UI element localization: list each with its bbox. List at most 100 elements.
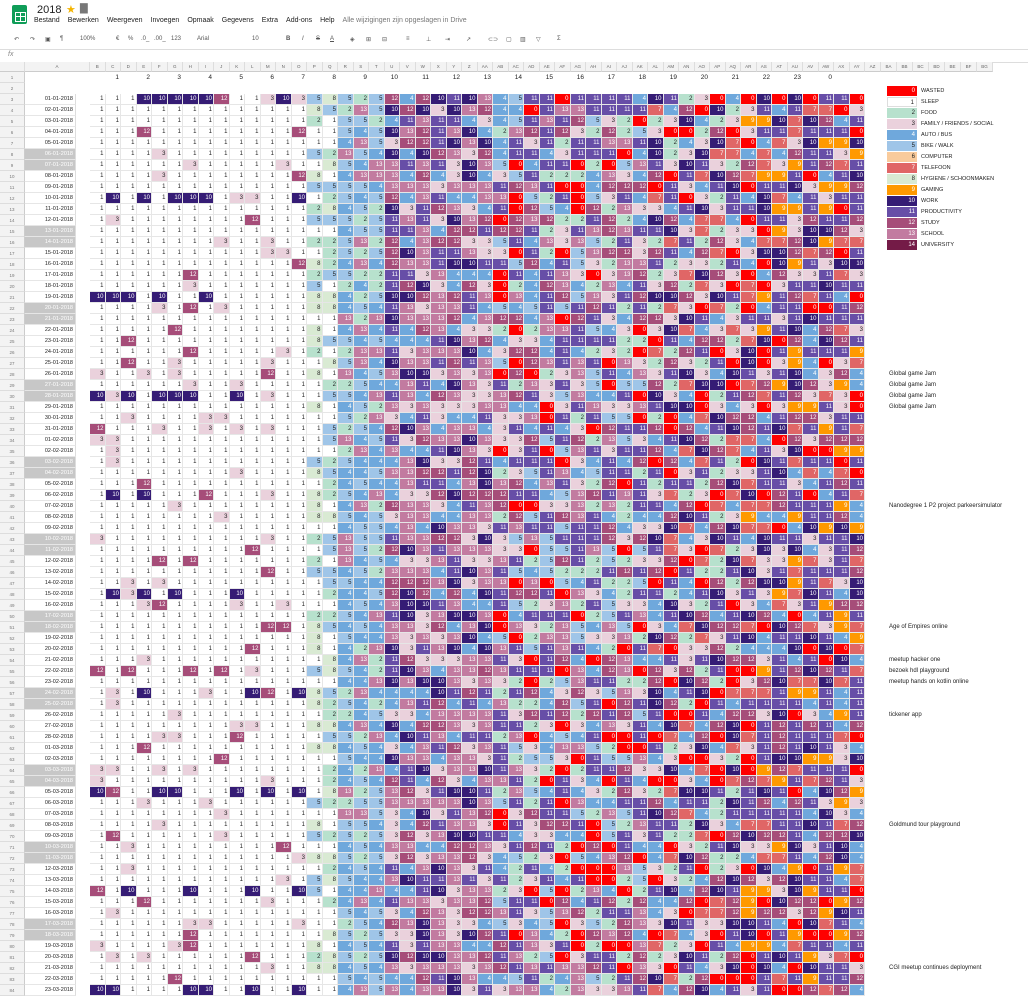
activity-cell[interactable]: 1 <box>136 908 152 919</box>
activity-cell[interactable]: 1 <box>198 105 214 116</box>
legend-label[interactable]: TELEFOON <box>921 165 951 171</box>
activity-cell[interactable]: 13 <box>400 479 416 490</box>
corner-cell[interactable] <box>0 62 25 72</box>
activity-cell[interactable]: 11 <box>787 501 803 512</box>
activity-cell[interactable]: 3 <box>384 512 400 523</box>
activity-cell[interactable]: 3 <box>462 919 478 930</box>
activity-cell[interactable]: 4 <box>369 864 385 875</box>
activity-cell[interactable]: 13 <box>477 842 493 853</box>
activity-cell[interactable]: 11 <box>508 908 524 919</box>
activity-cell[interactable]: 10 <box>183 985 199 996</box>
activity-cell[interactable]: 12 <box>663 358 679 369</box>
activity-cell[interactable]: 5 <box>555 523 571 534</box>
activity-cell[interactable]: 7 <box>741 501 757 512</box>
activity-cell[interactable]: 1 <box>214 468 230 479</box>
activity-cell[interactable]: 13 <box>617 226 633 237</box>
activity-cell[interactable]: 0 <box>508 160 524 171</box>
activity-cell[interactable]: 1 <box>276 908 292 919</box>
activity-cell[interactable]: 1 <box>90 864 106 875</box>
activity-cell[interactable]: 3 <box>136 600 152 611</box>
activity-cell[interactable]: 5 <box>539 435 555 446</box>
row-header[interactable]: 18 <box>0 259 25 270</box>
activity-cell[interactable]: 3 <box>818 369 834 380</box>
activity-cell[interactable]: 11 <box>601 369 617 380</box>
activity-cell[interactable]: 3 <box>570 424 586 435</box>
activity-cell[interactable]: 1 <box>198 347 214 358</box>
activity-cell[interactable]: 2 <box>617 116 633 127</box>
activity-cell[interactable]: 0 <box>648 875 664 886</box>
activity-cell[interactable]: 1 <box>214 127 230 138</box>
activity-cell[interactable]: 1 <box>276 567 292 578</box>
activity-cell[interactable]: 12 <box>183 270 199 281</box>
activity-cell[interactable]: 11 <box>741 787 757 798</box>
activity-cell[interactable]: 11 <box>555 116 571 127</box>
activity-cell[interactable]: 1 <box>136 545 152 556</box>
activity-cell[interactable]: 4 <box>524 314 540 325</box>
activity-cell[interactable]: 1 <box>229 567 245 578</box>
date-cell[interactable]: 27-02-2018 <box>25 721 76 732</box>
activity-cell[interactable]: 1 <box>198 952 214 963</box>
activity-cell[interactable]: 9 <box>849 787 865 798</box>
activity-cell[interactable]: 0 <box>694 391 710 402</box>
activity-cell[interactable]: 5 <box>307 831 323 842</box>
activity-cell[interactable]: 13 <box>477 677 493 688</box>
activity-cell[interactable]: 1 <box>291 743 307 754</box>
activity-cell[interactable]: 12 <box>632 457 648 468</box>
activity-cell[interactable]: 3 <box>555 501 571 512</box>
activity-cell[interactable]: 5 <box>307 215 323 226</box>
activity-cell[interactable]: 9 <box>756 116 772 127</box>
activity-cell[interactable]: 0 <box>741 952 757 963</box>
row-header[interactable]: 38 <box>0 479 25 490</box>
activity-cell[interactable]: 3 <box>787 908 803 919</box>
activity-cell[interactable]: 13 <box>400 314 416 325</box>
functions-button[interactable]: Σ <box>557 36 561 42</box>
activity-cell[interactable]: 1 <box>276 358 292 369</box>
activity-cell[interactable]: 13 <box>601 721 617 732</box>
activity-cell[interactable]: 12 <box>741 424 757 435</box>
activity-cell[interactable]: 1 <box>291 589 307 600</box>
activity-cell[interactable]: 12 <box>570 908 586 919</box>
activity-cell[interactable]: 1 <box>245 171 261 182</box>
activity-cell[interactable]: 13 <box>555 468 571 479</box>
activity-cell[interactable]: 0 <box>725 380 741 391</box>
activity-cell[interactable]: 12 <box>431 622 447 633</box>
activity-cell[interactable]: 5 <box>338 732 354 743</box>
activity-cell[interactable]: 11 <box>462 358 478 369</box>
activity-cell[interactable]: 13 <box>446 952 462 963</box>
activity-cell[interactable]: 3 <box>524 875 540 886</box>
activity-cell[interactable]: 3 <box>849 963 865 974</box>
activity-cell[interactable]: 3 <box>694 292 710 303</box>
menu-item-add-ons[interactable]: Add-ons <box>286 17 313 24</box>
activity-cell[interactable]: 1 <box>214 149 230 160</box>
activity-cell[interactable]: 5 <box>322 336 338 347</box>
activity-cell[interactable]: 13 <box>446 677 462 688</box>
activity-cell[interactable]: 1 <box>198 237 214 248</box>
activity-cell[interactable]: 11 <box>756 754 772 765</box>
activity-cell[interactable]: 2 <box>322 479 338 490</box>
activity-cell[interactable]: 11 <box>756 919 772 930</box>
activity-cell[interactable]: 10 <box>663 325 679 336</box>
activity-cell[interactable]: 11 <box>818 402 834 413</box>
activity-cell[interactable]: 5 <box>322 182 338 193</box>
activity-cell[interactable]: 13 <box>415 633 431 644</box>
activity-cell[interactable]: 10 <box>679 402 695 413</box>
activity-cell[interactable]: 1 <box>245 875 261 886</box>
activity-cell[interactable]: 11 <box>384 655 400 666</box>
activity-cell[interactable]: 12 <box>462 468 478 479</box>
activity-cell[interactable]: 12 <box>694 853 710 864</box>
activity-cell[interactable]: 1 <box>245 380 261 391</box>
activity-cell[interactable]: 1 <box>276 468 292 479</box>
activity-cell[interactable]: 1 <box>245 633 261 644</box>
activity-cell[interactable]: 11 <box>741 589 757 600</box>
activity-cell[interactable]: 0 <box>632 666 648 677</box>
activity-cell[interactable]: 5 <box>369 534 385 545</box>
activity-cell[interactable]: 4 <box>493 94 509 105</box>
activity-cell[interactable]: 4 <box>632 776 648 787</box>
activity-cell[interactable]: 13 <box>539 358 555 369</box>
activity-cell[interactable]: 4 <box>353 611 369 622</box>
activity-cell[interactable]: 11 <box>415 644 431 655</box>
activity-cell[interactable]: 1 <box>183 622 199 633</box>
activity-cell[interactable]: 3 <box>431 215 447 226</box>
activity-cell[interactable]: 12 <box>663 556 679 567</box>
activity-cell[interactable]: 12 <box>384 578 400 589</box>
